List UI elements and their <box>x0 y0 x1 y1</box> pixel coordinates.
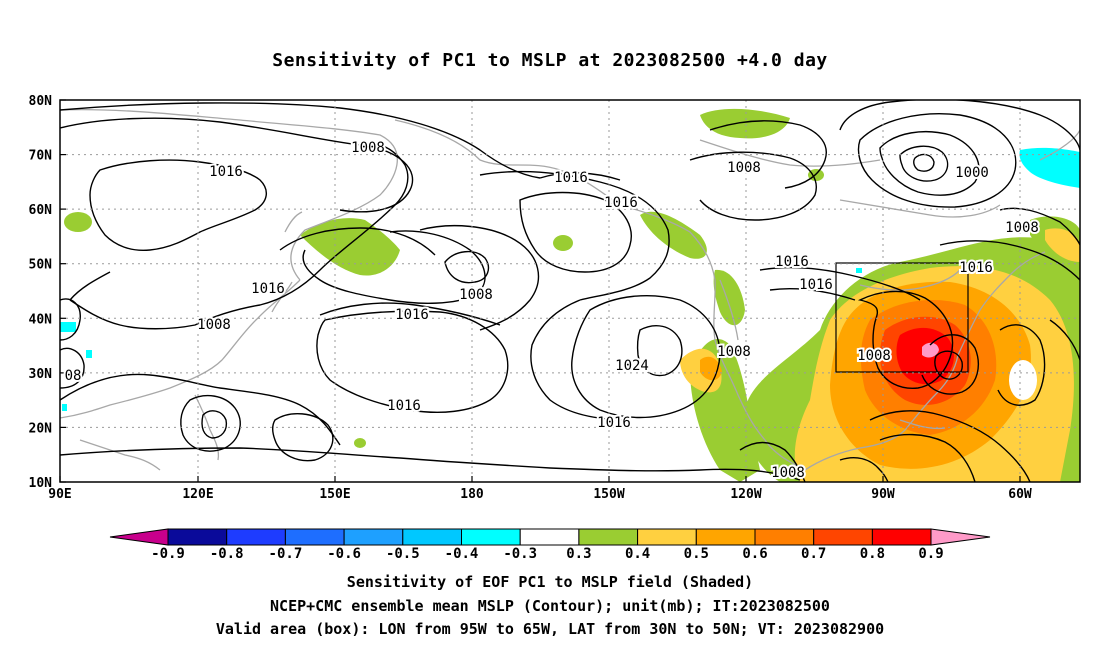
caption-shading: Sensitivity of EOF PC1 to MSLP field (Sh… <box>346 573 754 591</box>
colorbar-cell <box>754 528 815 546</box>
contour-label: 1016 <box>604 195 638 211</box>
colorbar-tick: -0.9 <box>151 546 185 562</box>
contour-label: 1008 <box>857 348 891 364</box>
colorbar-cell <box>226 528 286 546</box>
colorbar-tick: -0.4 <box>445 546 479 562</box>
lat-label: 60N <box>29 203 53 218</box>
colorbar-tick: 0.8 <box>860 546 885 562</box>
lon-label: 90W <box>871 487 895 502</box>
caption-contour: NCEP+CMC ensemble mean MSLP (Contour); u… <box>270 597 830 615</box>
map-title: Sensitivity of PC1 to MSLP at 2023082500… <box>272 50 828 71</box>
grid-lines <box>60 100 1080 482</box>
colorbar-tick: -0.5 <box>386 546 420 562</box>
colorbar-tick: -0.3 <box>503 546 537 562</box>
lat-label: 50N <box>29 258 53 273</box>
contour-label: 1016 <box>387 398 421 414</box>
colorbar-cell <box>284 528 345 546</box>
contour-label: 1016 <box>395 307 429 323</box>
lon-label: 120E <box>182 487 213 502</box>
colorbar-tick: 0.9 <box>918 546 943 562</box>
colorbar-tick: -0.6 <box>327 546 361 562</box>
colorbar-tick: 0.5 <box>684 546 709 562</box>
lat-label: 70N <box>29 149 53 164</box>
colorbar-cell <box>343 528 404 546</box>
lat-label: 20N <box>29 421 53 436</box>
contour-label: 1024 <box>615 358 649 374</box>
contour-label: 1016 <box>209 164 243 180</box>
colorbar-cell <box>871 528 932 546</box>
colorbar: -0.9 -0.8 -0.7 -0.6 -0.5 -0.4 -0.3 0.3 0… <box>109 528 991 562</box>
lat-label: 40N <box>29 312 53 327</box>
contour-label: 08 <box>65 368 82 384</box>
lon-label: 150W <box>593 487 624 502</box>
colorbar-cell <box>695 528 756 546</box>
colorbar-tick: 0.7 <box>801 546 826 562</box>
contour-label: 1016 <box>251 281 285 297</box>
colorbar-cell <box>461 528 521 546</box>
contour-label: 1008 <box>727 160 761 176</box>
latitude-labels: 80N 70N 60N 50N 40N 30N 20N 10N <box>29 94 53 491</box>
contour-label: 1008 <box>351 140 385 156</box>
lon-label: 60W <box>1008 487 1032 502</box>
contour-label: 1016 <box>775 254 809 270</box>
longitude-labels: 90E 120E 150E 180 150W 120W 90W 60W <box>48 487 1032 502</box>
lat-label: 10N <box>29 476 53 491</box>
contour-label: 1016 <box>554 170 588 186</box>
contour-label: 1000 <box>955 165 989 181</box>
contour-labels: 1008 1016 1008 1016 1016 1000 1008 1016 … <box>63 138 1041 483</box>
contour-label: 1008 <box>197 317 231 333</box>
colorbar-cell <box>578 528 639 546</box>
colorbar-cell <box>402 528 462 546</box>
colorbar-cell <box>637 528 697 546</box>
contour-label: 1008 <box>459 287 493 303</box>
coastlines <box>60 109 1080 471</box>
contour-label: 1016 <box>799 277 833 293</box>
lon-label: 180 <box>460 487 484 502</box>
colorbar-cell <box>167 528 228 546</box>
plot-frame <box>59 99 1081 483</box>
colorbar-tick: -0.7 <box>269 546 303 562</box>
caption-valid-area: Valid area (box): LON from 95W to 65W, L… <box>215 620 885 638</box>
colorbar-arrow-left <box>109 528 169 546</box>
colorbar-tick: -0.8 <box>210 546 244 562</box>
colorbar-cell <box>519 528 580 546</box>
axis-ticks <box>59 99 1021 483</box>
contour-label: 1008 <box>1005 220 1039 236</box>
lon-label: 90E <box>48 487 71 502</box>
contour-label: 1016 <box>959 260 993 276</box>
lat-label: 80N <box>29 94 53 109</box>
contour-label: 1016 <box>597 415 631 431</box>
valid-area-box <box>835 262 969 373</box>
colorbar-cell <box>813 528 873 546</box>
colorbar-tick: 0.4 <box>625 546 650 562</box>
sensitivity-shading <box>60 108 1080 482</box>
lat-label: 30N <box>29 367 53 382</box>
lon-label: 150E <box>319 487 350 502</box>
lon-label: 120W <box>730 487 761 502</box>
colorbar-arrow-right <box>930 528 991 546</box>
contour-label: 1008 <box>771 465 805 481</box>
mslp-contours <box>60 100 1080 482</box>
contour-label: 1008 <box>717 344 751 360</box>
colorbar-tick: 0.6 <box>742 546 767 562</box>
colorbar-tick: 0.3 <box>566 546 591 562</box>
